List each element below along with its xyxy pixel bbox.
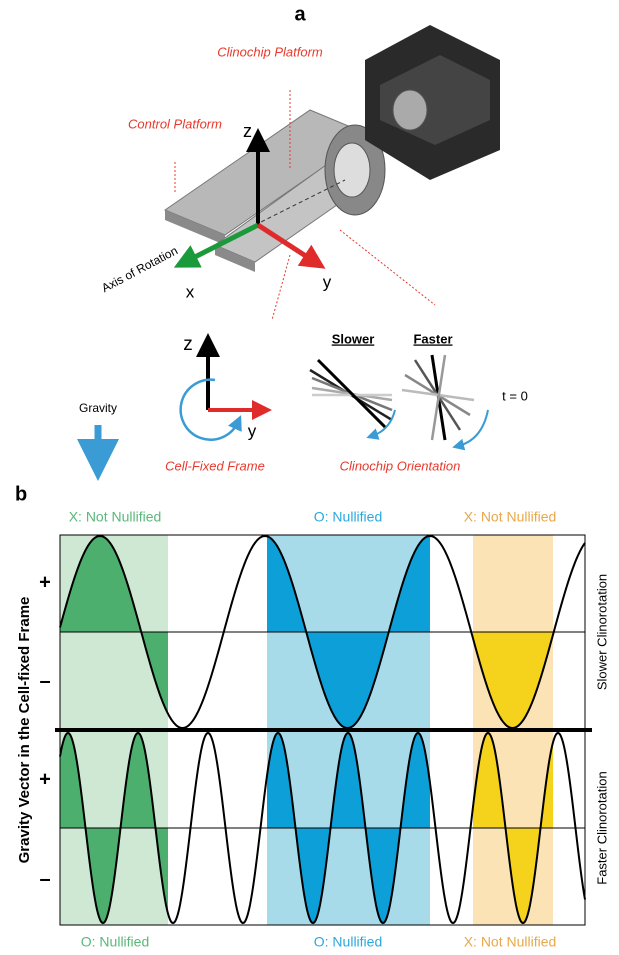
band-fill	[473, 632, 553, 728]
t0-label: t = 0	[502, 388, 528, 403]
faster-fan	[401, 354, 475, 441]
band-label: O: Nullified	[314, 509, 382, 525]
axis-x: x	[186, 282, 195, 301]
panel-label: b	[15, 483, 27, 505]
frame-y-label: y	[248, 421, 257, 440]
slow-arc	[366, 409, 396, 440]
device	[163, 25, 500, 272]
orientation-label: Clinochip Orientation	[340, 458, 461, 473]
y-arrow	[256, 222, 326, 269]
band-label: X: Not Nullified	[464, 509, 557, 525]
sign: +	[39, 768, 51, 790]
right-label: Faster Clinorotation	[594, 771, 609, 884]
zoom-line	[339, 229, 436, 306]
cell-frame-label: Cell-Fixed Frame	[165, 458, 265, 473]
plot	[55, 534, 592, 926]
band-label: X: Not Nullified	[69, 509, 162, 525]
frame-z-label: z	[183, 334, 193, 355]
wave	[59, 731, 586, 925]
slower-label: Slower	[332, 331, 375, 346]
panel-label: a	[294, 3, 306, 25]
clinochip-label: Clinochip Platform	[217, 44, 323, 59]
band-label: O: Nullified	[81, 934, 149, 950]
fast-arc	[452, 409, 489, 451]
y-label: Gravity Vector in the Cell-fixed Frame	[16, 597, 33, 864]
control-label: Control Platform	[128, 116, 222, 131]
sign: –	[39, 868, 50, 890]
rotation-arc	[179, 378, 242, 441]
slower-fan	[309, 358, 393, 430]
faster-label: Faster	[413, 331, 452, 346]
zoom-line	[271, 254, 291, 321]
wave	[59, 534, 586, 729]
band-label: X: Not Nullified	[464, 934, 557, 950]
axis-rotation: Axis of Rotation	[99, 243, 180, 295]
axis-y: y	[323, 272, 332, 291]
axis-z: z	[243, 121, 252, 141]
sign: +	[39, 571, 51, 593]
sign: –	[39, 670, 50, 692]
right-label: Slower Clinorotation	[594, 574, 609, 690]
band-fill	[60, 536, 168, 714]
gravity-label: Gravity	[79, 401, 117, 415]
x-arrow	[173, 222, 260, 268]
band-label: O: Nullified	[314, 934, 382, 950]
